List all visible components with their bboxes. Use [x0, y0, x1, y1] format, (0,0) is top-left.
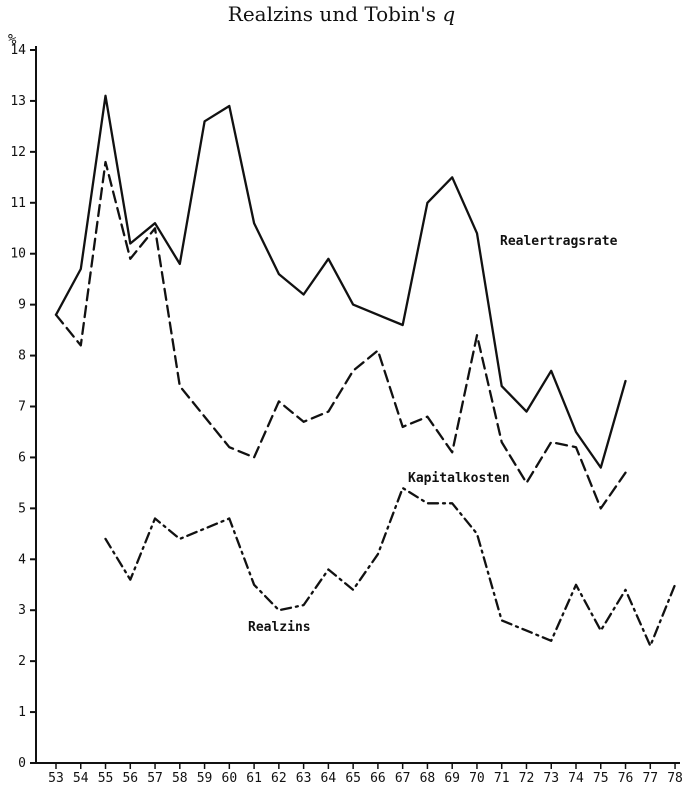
y-tick-label: 2 — [18, 654, 26, 669]
x-tick-label: 76 — [618, 771, 634, 785]
x-tick-label: 62 — [271, 771, 287, 785]
x-tick-label: 54 — [73, 771, 89, 785]
series-line-kapitalkosten — [54, 160, 627, 510]
x-tick-label: 66 — [370, 771, 386, 785]
series-labels: Realertragsrate Kapitalkosten Realzins — [248, 234, 618, 635]
y-axis-unit-label: % — [8, 32, 17, 48]
x-tick-label: 53 — [48, 771, 64, 785]
y-tick-label: 4 — [18, 552, 26, 567]
x-tick-label: 68 — [420, 771, 436, 785]
x-tick-label: 67 — [395, 771, 411, 785]
y-tick-label: 7 — [18, 400, 26, 415]
x-tick-label: 65 — [345, 771, 361, 785]
y-tick-label: 12 — [10, 145, 26, 160]
y-tick-label: 14 — [10, 43, 26, 58]
x-tick-label: 58 — [172, 771, 188, 785]
x-tick-label: 55 — [98, 771, 114, 785]
series-line-realertragsrate — [54, 94, 627, 469]
x-tick-label: 61 — [246, 771, 262, 785]
series-label-kapitalkosten: Kapitalkosten — [408, 471, 510, 486]
y-tick-label: 8 — [18, 349, 26, 364]
x-tick-label: 75 — [593, 771, 609, 785]
x-tick-label: 56 — [122, 771, 138, 785]
y-tick-label: 5 — [18, 501, 26, 516]
x-tick-label: 72 — [519, 771, 535, 785]
y-tick-label: 9 — [18, 298, 26, 313]
series-label-realertragsrate: Realertragsrate — [500, 234, 618, 249]
x-tick-label: 73 — [543, 771, 559, 785]
chart-title-symbol: q — [442, 2, 456, 26]
y-tick-label: 11 — [10, 196, 26, 211]
chart-title: Realzins und Tobin's q — [0, 2, 683, 26]
x-tick-label: 78 — [667, 771, 683, 785]
chart-axes — [30, 46, 680, 769]
y-tick-label: 0 — [18, 756, 26, 771]
x-tick-label: 70 — [469, 771, 485, 785]
chart-title-text: Realzins und Tobin's — [227, 2, 437, 26]
series-lines — [54, 94, 677, 648]
x-tick-label: 63 — [296, 771, 312, 785]
y-tick-label: 6 — [18, 450, 26, 465]
series-label-realzins: Realzins — [248, 620, 311, 635]
series-line-realzins — [104, 486, 677, 648]
x-tick-labels: 53 54 55 56 57 58 59 60 61 62 63 64 65 66 67 68 69 70 71 72… — [48, 771, 683, 785]
y-tick-label: 10 — [10, 247, 26, 262]
x-tick-label: 60 — [222, 771, 238, 785]
x-tick-label: 59 — [197, 771, 213, 785]
y-tick-label: 3 — [18, 603, 26, 618]
y-tick-label: 1 — [18, 705, 26, 720]
x-tick-label: 77 — [642, 771, 658, 785]
y-tick-label: 13 — [10, 94, 26, 109]
x-tick-label: 74 — [568, 771, 584, 785]
x-tick-label: 64 — [321, 771, 337, 785]
x-tick-label: 69 — [444, 771, 460, 785]
x-tick-label: 57 — [147, 771, 163, 785]
x-tick-label: 71 — [494, 771, 510, 785]
